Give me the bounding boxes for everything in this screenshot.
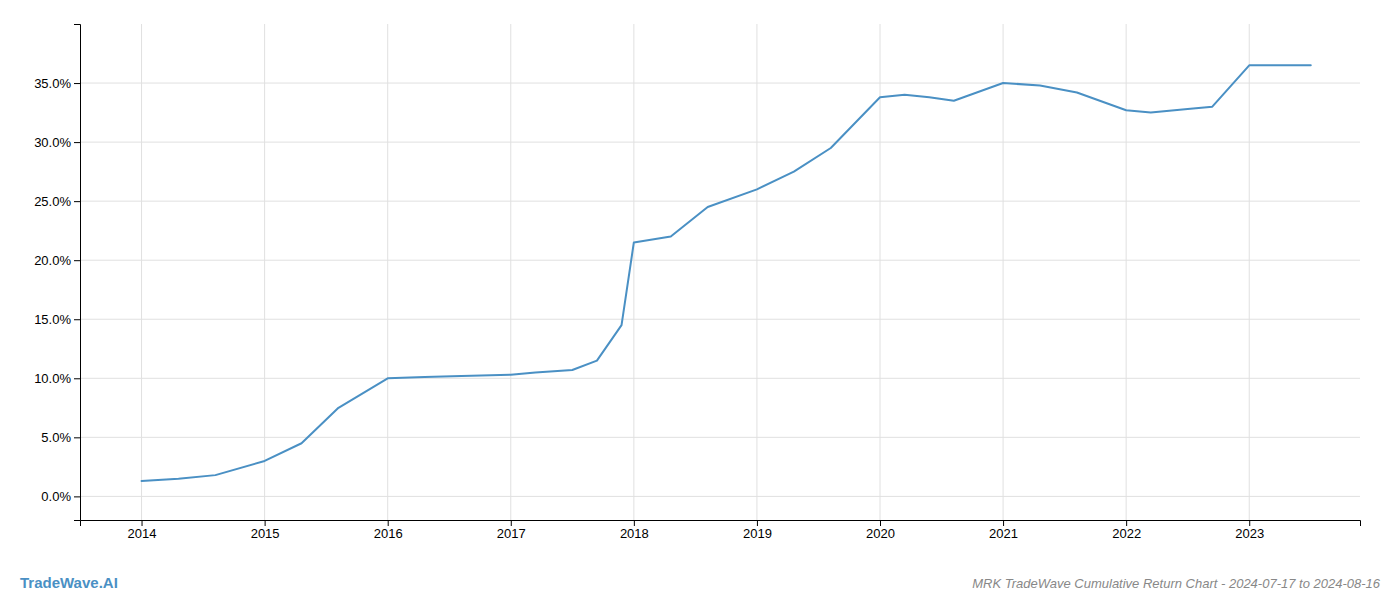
marks (142, 65, 1311, 481)
x-tick: 2023 (1235, 520, 1264, 541)
y-tick-mark (74, 437, 80, 438)
grid-line-x (1003, 24, 1004, 520)
grid-line-x (510, 24, 511, 520)
y-tick-label: 20.0% (34, 253, 71, 268)
y-tick: 20.0% (34, 253, 80, 268)
x-tick-mark (634, 520, 635, 526)
x-tick: 2016 (374, 520, 403, 541)
x-tick: 2022 (1112, 520, 1141, 541)
data-line (142, 65, 1311, 481)
x-tick: 2021 (989, 520, 1018, 541)
chart: 2014 2015 2016 2017 2018 2019 2020 2021 2022 2023… (0, 0, 1400, 600)
y-axis-line (74, 25, 81, 521)
x-tick-mark (142, 520, 143, 526)
x-tick-label: 2022 (1112, 526, 1141, 541)
x-tick-label: 2015 (251, 526, 280, 541)
title: MRK TradeWave Cumulative Return Chart - … (972, 576, 1381, 591)
grid-line-x (264, 24, 265, 520)
grid-line-x (756, 24, 757, 520)
y-tick-label: 0.0% (41, 489, 71, 504)
y-tick-mark (74, 260, 80, 261)
grid-line-y (80, 83, 1360, 84)
x-tick: 2017 (497, 520, 526, 541)
y-tick-mark (74, 319, 80, 320)
x-tick: 2019 (743, 520, 772, 541)
y-tick-mark (74, 83, 80, 84)
x-tick-label: 2020 (866, 526, 895, 541)
y-axis: 0.0% 5.0% 10.0% 15.0% 20.0% 25.0% 30.0% 35.0% (34, 25, 80, 521)
grid-line-y (80, 142, 1360, 143)
x-tick: 2020 (866, 520, 895, 541)
x-tick-label: 2019 (743, 526, 772, 541)
grid-line-y (80, 319, 1360, 320)
x-tick-label: 2023 (1235, 526, 1264, 541)
x-tick-label: 2017 (497, 526, 526, 541)
x-axis-line (81, 521, 1361, 527)
grid (80, 24, 1360, 520)
grid-line-x (387, 24, 388, 520)
x-axis: 2014 2015 2016 2017 2018 2019 2020 2021 2022 2023 (81, 520, 1361, 541)
y-tick: 10.0% (34, 371, 80, 386)
grid-line-x (633, 24, 634, 520)
y-tick: 5.0% (41, 430, 80, 445)
x-tick-label: 2016 (374, 526, 403, 541)
y-tick-label: 5.0% (41, 430, 71, 445)
x-tick-label: 2014 (128, 526, 157, 541)
y-tick-mark (74, 201, 80, 202)
x-tick-mark (880, 520, 881, 526)
y-tick-label: 15.0% (34, 312, 71, 327)
grid-line-x (1249, 24, 1250, 520)
y-tick-mark (74, 378, 80, 379)
x-tick-mark (1126, 520, 1127, 526)
x-tick-mark (1003, 520, 1004, 526)
x-tick-label: 2018 (620, 526, 649, 541)
grid-line-y (80, 437, 1360, 438)
x-tick: 2018 (620, 520, 649, 541)
y-tick: 25.0% (34, 194, 80, 209)
grid-line-y (80, 260, 1360, 261)
watermark: TradeWave.AI (20, 574, 118, 591)
y-tick-mark (74, 496, 80, 497)
x-tick-mark (265, 520, 266, 526)
y-tick-mark (74, 142, 80, 143)
y-tick-label: 25.0% (34, 194, 71, 209)
x-tick-mark (388, 520, 389, 526)
x-tick-label: 2021 (989, 526, 1018, 541)
y-tick-label: 35.0% (34, 76, 71, 91)
grid-line-y (80, 496, 1360, 497)
x-tick-mark (511, 520, 512, 526)
x-tick: 2015 (251, 520, 280, 541)
x-tick-mark (757, 520, 758, 526)
y-tick: 30.0% (34, 135, 80, 150)
y-tick: 0.0% (41, 489, 80, 504)
y-tick-label: 30.0% (34, 135, 71, 150)
plot-area: 2014 2015 2016 2017 2018 2019 2020 2021 2022 2023… (34, 24, 1360, 541)
x-tick: 2014 (128, 520, 157, 541)
x-tick-mark (1249, 520, 1250, 526)
y-tick-label: 10.0% (34, 371, 71, 386)
y-tick: 15.0% (34, 312, 80, 327)
y-tick: 35.0% (34, 76, 80, 91)
grid-line-y (80, 201, 1360, 202)
grid-line-x (1126, 24, 1127, 520)
grid-line-y (80, 378, 1360, 379)
grid-line-x (141, 24, 142, 520)
